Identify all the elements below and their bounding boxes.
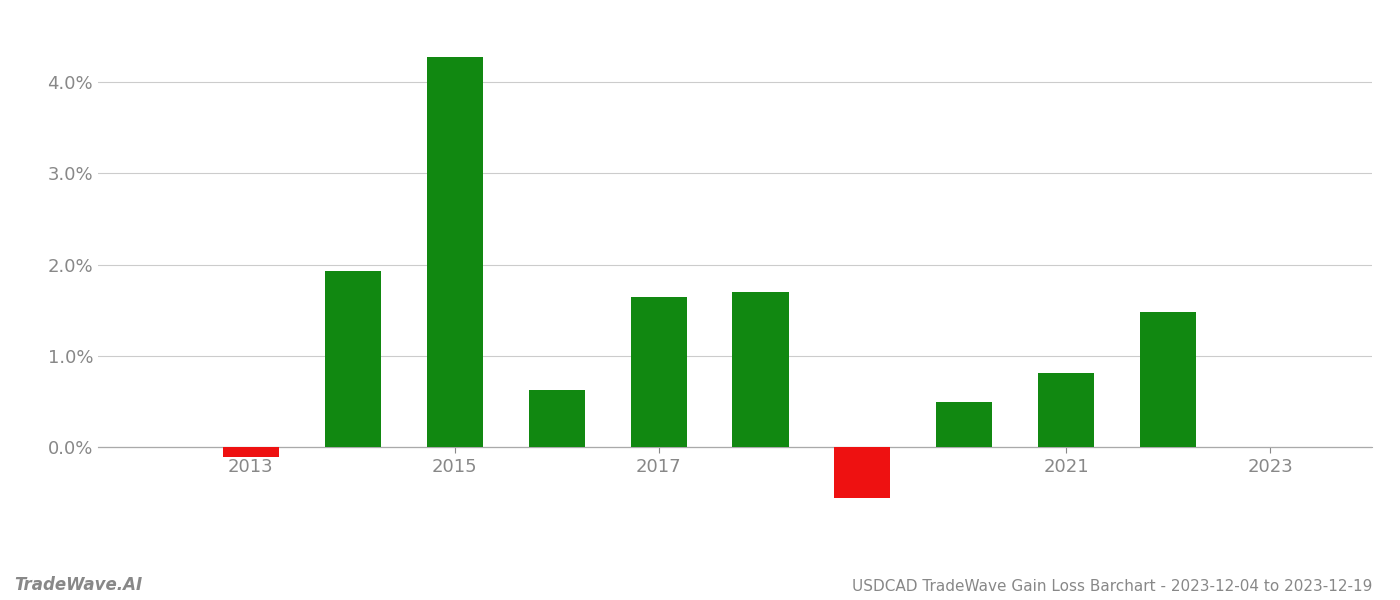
Text: TradeWave.AI: TradeWave.AI [14, 576, 143, 594]
Bar [325, 271, 381, 448]
Bar [1140, 312, 1196, 448]
Bar [427, 57, 483, 448]
Text: USDCAD TradeWave Gain Loss Barchart - 2023-12-04 to 2023-12-19: USDCAD TradeWave Gain Loss Barchart - 20… [851, 579, 1372, 594]
Bar [630, 296, 686, 448]
Bar [732, 292, 788, 448]
Bar [223, 448, 279, 457]
Bar [937, 402, 993, 448]
Bar [1039, 373, 1095, 448]
Bar [529, 390, 585, 448]
Bar [834, 448, 890, 498]
